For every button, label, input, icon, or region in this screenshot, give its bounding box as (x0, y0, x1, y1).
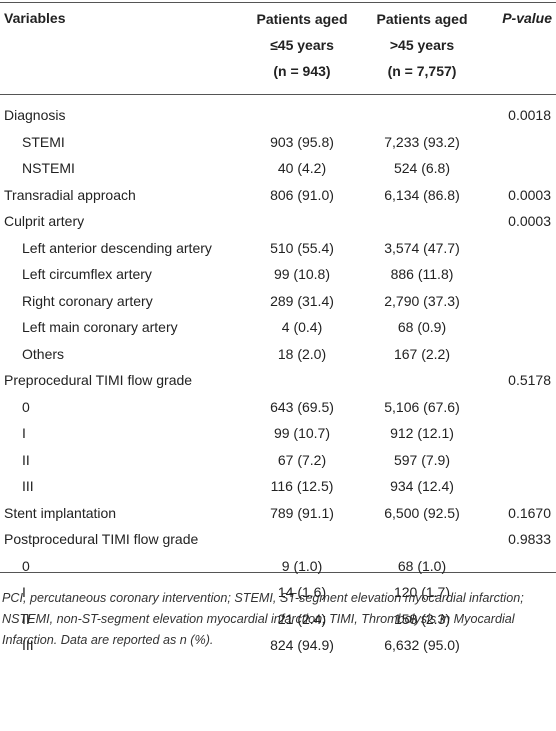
row-value: 99 (10.7) (273, 425, 331, 441)
row-p: 0.5178 (508, 372, 551, 388)
row-value: 4 (0.4) (281, 319, 323, 335)
row-label: Left main coronary artery (22, 319, 178, 335)
row-label: III (22, 478, 34, 494)
row-value: 167 (2.2) (393, 345, 451, 362)
row-label: II (22, 610, 30, 627)
row-label: Culprit artery (4, 213, 85, 229)
row-label: Left anterior descending artery (22, 239, 212, 256)
header-line: Patients aged (256, 11, 348, 27)
row-value: 2,790 (37.3) (384, 292, 460, 309)
row-p: 0.0003 (508, 186, 551, 203)
row-value: 824 (94.9) (270, 637, 334, 653)
row-value: 158 (2.3) (393, 610, 451, 627)
row-value: 14 (1.6) (277, 584, 327, 600)
header-p: P-value (502, 10, 552, 26)
row-value: 597 (7.9) (393, 451, 451, 468)
row-label: 0 (22, 398, 30, 415)
row-value: 643 (69.5) (270, 398, 334, 415)
row-value: 21 (2.4) (277, 610, 327, 627)
row-value: 40 (4.2) (277, 160, 327, 176)
row-value: 3,574 (47.7) (384, 239, 460, 256)
row-label: I (22, 584, 26, 600)
header-line: Patients aged (376, 11, 468, 27)
row-value: 67 (7.2) (277, 451, 327, 468)
row-label: Preprocedural TIMI flow grade (4, 372, 193, 388)
row-value: 886 (11.8) (390, 266, 454, 282)
row-label: I (22, 425, 26, 441)
header-line: (n = 7,757) (387, 63, 457, 79)
row-value: 6,134 (86.8) (384, 186, 460, 203)
row-value: 289 (31.4) (270, 292, 334, 309)
row-label: Left circumflex artery (22, 266, 152, 282)
row-label: III (22, 637, 34, 653)
row-label: 0 (22, 557, 30, 574)
row-label: Transradial approach (4, 186, 136, 203)
row-value: 68 (0.9) (397, 319, 447, 335)
row-value: 903 (95.8) (270, 133, 334, 150)
footnote: PCI, percutaneous coronary intervention;… (2, 591, 524, 647)
row-value: 99 (10.8) (273, 266, 331, 282)
row-label: Diagnosis (4, 107, 66, 123)
top-rule (0, 2, 556, 3)
row-value: 116 (12.5) (270, 478, 334, 494)
row-p: 0.1670 (508, 504, 551, 521)
row-value: 7,233 (93.2) (384, 133, 460, 150)
header-rule (0, 94, 556, 95)
row-value: 6,500 (92.5) (384, 504, 460, 521)
row-value: 5,106 (67.6) (384, 398, 460, 415)
row-value: 524 (6.8) (393, 160, 451, 176)
row-value: 912 (12.1) (390, 425, 454, 441)
row-label: Stent implantation (4, 504, 117, 521)
row-value: 18 (2.0) (277, 345, 327, 362)
row-label: STEMI (22, 133, 65, 150)
row-value: 510 (55.4) (270, 239, 334, 256)
row-label: Right coronary artery (22, 292, 153, 309)
header-line: (n = 943) (273, 63, 331, 79)
row-value: 934 (12.4) (390, 478, 454, 494)
row-label: II (22, 451, 30, 468)
row-value: 120 (1.7) (393, 584, 451, 600)
header-variables: Variables (4, 10, 66, 26)
row-p: 0.0003 (508, 213, 551, 229)
row-label: Postprocedural TIMI flow grade (4, 531, 199, 547)
row-value: 789 (91.1) (270, 504, 334, 521)
row-value: 6,632 (95.0) (384, 637, 460, 653)
row-label: NSTEMI (22, 160, 75, 176)
row-value: 68 (1.0) (397, 557, 447, 574)
row-p: 0.9833 (508, 531, 551, 547)
row-value: 806 (91.0) (270, 186, 334, 203)
row-value: 9 (1.0) (281, 557, 323, 574)
bottom-rule (0, 572, 556, 573)
header-line: >45 years (389, 37, 455, 53)
row-p: 0.0018 (508, 107, 551, 123)
row-label: Others (22, 345, 65, 362)
header-line: ≤45 years (270, 37, 334, 53)
